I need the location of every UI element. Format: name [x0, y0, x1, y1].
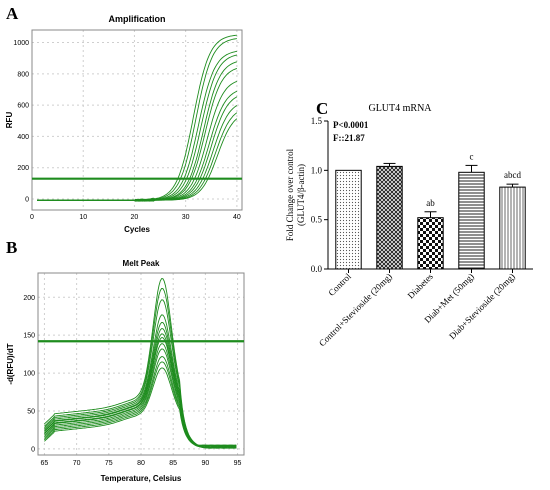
panel-b-ylabel: -d(RFU)/dT	[6, 343, 15, 384]
panel-b-x-tick-label: 80	[137, 460, 145, 467]
bar	[499, 186, 526, 270]
panel-b-x-tick-label: 70	[73, 460, 81, 467]
panel-b-y-tick-label: 200	[23, 295, 35, 302]
panel-a: A Amplification 0 10 20 30 40020040060080010…	[5, 4, 243, 234]
panel-c-title: GLUT4 mRNA	[368, 103, 432, 114]
panel-b-curve	[44, 356, 237, 449]
significance-label: abcd	[504, 170, 521, 180]
panel-b-x-tick-label: 65	[41, 460, 49, 467]
panel-b-ticks: 65 70 75 80 85 90 95 0 50 100 150 200	[23, 295, 241, 467]
panel-a-title: Amplification	[108, 14, 165, 24]
panel-a-x-tick-label: 40	[233, 214, 241, 221]
panel-b-title: Melt Peak	[123, 259, 160, 268]
panel-a-curve	[37, 96, 238, 202]
panel-a-curve	[37, 38, 237, 202]
panel-c-ylabel-line2: (GLUT4/β-actin)	[296, 164, 306, 226]
panel-c-y-tick-label: 0.0	[311, 264, 323, 274]
panel-c: C GLUT4 mRNA P<0.0001 F::21.87 Fold Chan…	[285, 99, 533, 348]
panel-b: B Melt Peak 65 70 75 80 85 90 95 0 50 100 150 200 T…	[6, 238, 245, 483]
panel-c-bars: ab c abcd	[335, 151, 526, 270]
panel-c-fvalue: F::21.87	[333, 133, 365, 143]
panel-a-curve	[37, 90, 238, 202]
panel-a-x-tick-label: 20	[131, 214, 139, 221]
panel-b-curve	[44, 367, 237, 449]
panel-b-x-tick-label: 85	[169, 460, 177, 467]
significance-label: ab	[426, 198, 435, 208]
panel-c-x-tick-label: Control	[326, 271, 353, 298]
panel-c-y-ticks: 0.0 0.5 1.0 1.5	[311, 116, 328, 274]
panel-b-x-tick-label: 90	[201, 460, 209, 467]
panel-a-y-tick-label: 200	[17, 165, 29, 172]
panel-b-y-tick-label: 100	[23, 371, 35, 378]
bar	[417, 217, 444, 270]
panel-a-xlabel: Cycles	[124, 225, 150, 234]
panel-a-grid	[31, 30, 242, 210]
bar	[335, 169, 362, 270]
panel-c-ylabel-line1: Fold Change over control	[285, 148, 295, 241]
panel-a-x-tick-label: 30	[182, 214, 190, 221]
panel-c-y-tick-label: 1.5	[311, 116, 323, 126]
panel-a-x-tick-label: 10	[79, 214, 87, 221]
panel-c-y-tick-label: 0.5	[311, 215, 323, 225]
panel-b-plot-frame	[37, 272, 245, 456]
panel-c-y-tick-label: 1.0	[311, 165, 323, 175]
panel-b-x-tick-label: 95	[234, 460, 242, 467]
panel-a-ylabel: RFU	[5, 112, 14, 129]
panel-a-curves	[37, 34, 238, 202]
panel-a-label: A	[6, 4, 19, 23]
panel-a-curve	[37, 80, 238, 202]
bar	[458, 171, 485, 270]
panel-b-label: B	[6, 238, 17, 257]
panel-a-plot-frame	[31, 29, 243, 211]
panel-b-curves	[44, 278, 237, 449]
panel-a-y-tick-label: 800	[17, 71, 29, 78]
panel-b-y-tick-label: 50	[27, 409, 35, 416]
panel-a-curve	[37, 105, 238, 202]
panel-c-x-tick-label: Control+Stevioside (20mg)	[317, 271, 394, 348]
panel-c-x-tick-label: Diabetes	[406, 271, 436, 301]
significance-label: c	[470, 151, 474, 161]
panel-a-y-tick-label: 0	[25, 197, 29, 204]
panel-c-pvalue: P<0.0001	[333, 120, 369, 130]
panel-a-y-tick-label: 1000	[13, 40, 29, 47]
panel-b-y-tick-label: 0	[31, 446, 35, 453]
panel-a-curve	[37, 118, 238, 202]
panel-c-label: C	[316, 99, 328, 118]
panel-b-y-tick-label: 150	[23, 333, 35, 340]
panel-b-xlabel: Temperature, Celsius	[101, 474, 182, 483]
panel-b-x-tick-label: 75	[105, 460, 113, 467]
panel-a-x-tick-label: 0	[30, 214, 34, 221]
panel-b-curve	[44, 337, 237, 449]
panel-b-curve	[44, 328, 237, 449]
bar	[376, 165, 403, 270]
panel-b-curve	[44, 361, 237, 449]
panel-a-y-tick-label: 600	[17, 103, 29, 110]
panel-a-y-tick-label: 400	[17, 134, 29, 141]
